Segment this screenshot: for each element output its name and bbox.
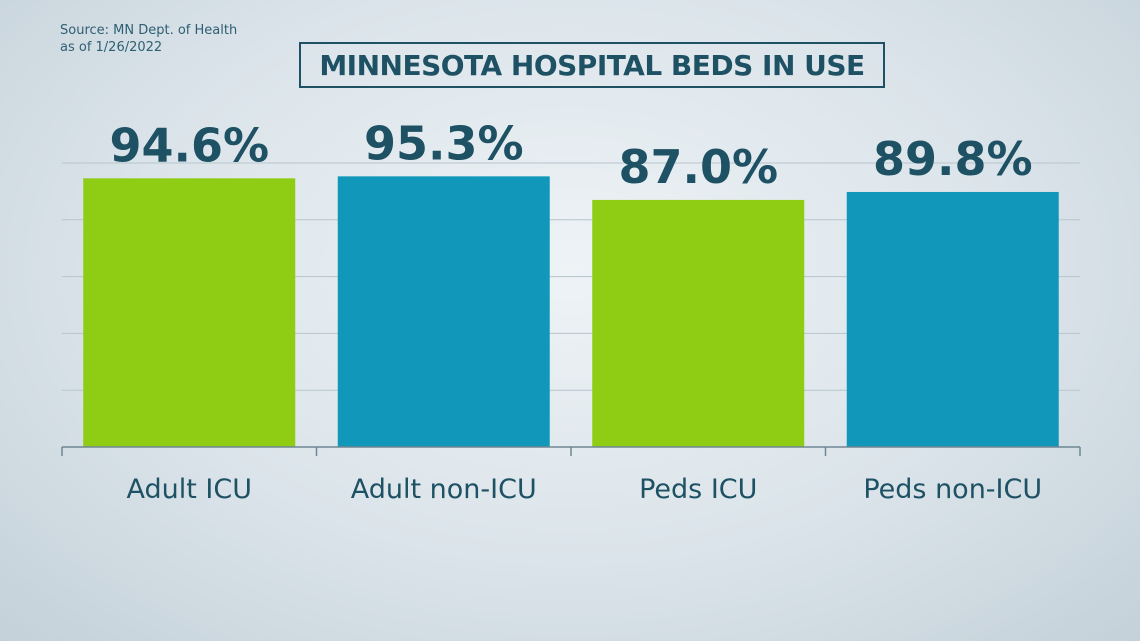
x-axis <box>61 446 1081 456</box>
value-label: 95.3% <box>364 116 524 170</box>
value-label: 89.8% <box>873 132 1033 186</box>
bar-peds-icu <box>592 199 805 447</box>
source-date: as of 1/26/2022 <box>60 40 163 55</box>
value-labels: 94.6% 95.3% 87.0% 89.8% <box>109 116 1032 194</box>
value-label: 94.6% <box>109 118 269 172</box>
bar-adult-icu <box>83 178 296 447</box>
value-label: 87.0% <box>618 140 778 194</box>
source-line: Source: MN Dept. of Health <box>60 23 238 38</box>
category-label: Peds ICU <box>639 474 757 505</box>
chart-title-box: MINNESOTA HOSPITAL BEDS IN USE <box>299 42 885 88</box>
source-note: Source: MN Dept. of Health as of 1/26/20… <box>60 22 237 56</box>
category-label: Peds non-ICU <box>863 474 1042 505</box>
bar-adult-non-icu <box>337 176 550 447</box>
bars <box>83 176 1059 447</box>
category-labels: Adult ICU Adult non-ICU Peds ICU Peds non-I… <box>127 474 1043 505</box>
category-label: Adult ICU <box>127 474 253 505</box>
bar-peds-non-icu <box>846 191 1059 447</box>
category-label: Adult non-ICU <box>351 474 537 505</box>
chart-title: MINNESOTA HOSPITAL BEDS IN USE <box>319 48 865 82</box>
